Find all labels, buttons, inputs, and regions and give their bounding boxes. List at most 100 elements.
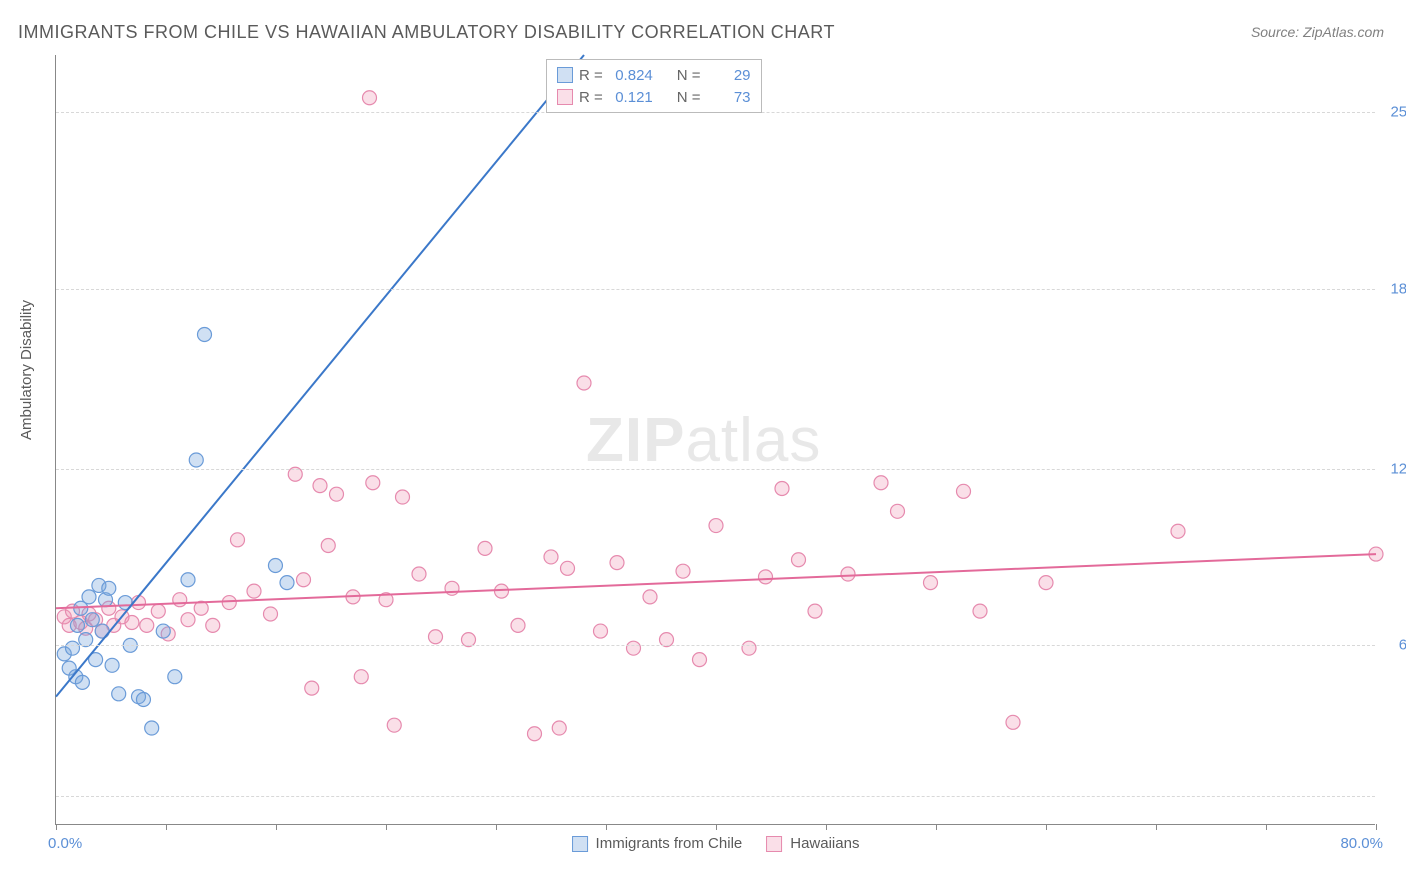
data-point [693,653,707,667]
data-point [775,481,789,495]
x-tick-mark [716,824,717,830]
legend-item-blue: Immigrants from Chile [572,835,743,852]
data-point [363,91,377,105]
data-point [366,476,380,490]
data-point [105,658,119,672]
data-point [280,576,294,590]
data-point [305,681,319,695]
data-point [544,550,558,564]
data-point [173,593,187,607]
data-point [1039,576,1053,590]
x-tick-mark [276,824,277,830]
swatch-pink [557,89,573,105]
data-point [151,604,165,618]
gridline [56,469,1375,470]
data-point [412,567,426,581]
gridline [56,796,1375,797]
swatch-blue [572,836,588,852]
data-point [924,576,938,590]
n-label: N = [677,89,701,106]
source-attribution: Source: ZipAtlas.com [1251,24,1384,40]
data-point [957,484,971,498]
correlation-row-blue: R = 0.824 N = 29 [557,64,751,86]
data-point [742,641,756,655]
chart-title: IMMIGRANTS FROM CHILE VS HAWAIIAN AMBULA… [18,22,835,43]
y-tick-label: 12.5% [1381,460,1406,477]
data-point [792,553,806,567]
data-point [181,573,195,587]
data-point [552,721,566,735]
correlation-legend: R = 0.824 N = 29 R = 0.121 N = 73 [546,59,762,113]
data-point [1171,524,1185,538]
data-point [206,618,220,632]
data-point [145,721,159,735]
r-label: R = [579,89,603,106]
data-point [112,687,126,701]
data-point [297,573,311,587]
r-value-pink: 0.121 [609,89,653,106]
y-axis-label: Ambulatory Disability [18,300,35,440]
x-tick-mark [1046,824,1047,830]
swatch-blue [557,67,573,83]
x-tick-mark [1376,824,1377,830]
data-point [75,675,89,689]
data-point [643,590,657,604]
x-tick-mark [56,824,57,830]
data-point [874,476,888,490]
x-tick-mark [496,824,497,830]
data-point [973,604,987,618]
legend-item-pink: Hawaiians [766,835,859,852]
data-point [891,504,905,518]
x-tick-mark [166,824,167,830]
x-tick-mark [606,824,607,830]
series-legend: Immigrants from Chile Hawaiians [572,835,860,852]
x-axis-min-label: 0.0% [48,835,82,852]
data-point [321,539,335,553]
data-point [759,570,773,584]
data-point [189,453,203,467]
data-point [125,616,139,630]
legend-label-pink: Hawaiians [790,835,859,852]
scatter-svg [56,55,1375,824]
data-point [222,596,236,610]
data-point [247,584,261,598]
n-value-blue: 29 [707,67,751,84]
data-point [387,718,401,732]
correlation-row-pink: R = 0.121 N = 73 [557,86,751,108]
data-point [140,618,154,632]
data-point [70,618,84,632]
data-point [561,561,575,575]
n-label: N = [677,67,701,84]
x-tick-mark [936,824,937,830]
r-value-blue: 0.824 [609,67,653,84]
data-point [627,641,641,655]
data-point [577,376,591,390]
data-point [610,556,624,570]
data-point [396,490,410,504]
chart-plot-area: ZIPatlas 6.3%12.5%18.8%25.0% 0.0% 80.0% … [55,55,1375,825]
x-tick-mark [1156,824,1157,830]
data-point [330,487,344,501]
data-point [511,618,525,632]
data-point [354,670,368,684]
data-point [478,541,492,555]
x-axis-max-label: 80.0% [1340,835,1383,852]
data-point [156,624,170,638]
data-point [841,567,855,581]
data-point [85,613,99,627]
source-label: Source: [1251,24,1299,40]
x-tick-mark [1266,824,1267,830]
gridline [56,645,1375,646]
x-tick-mark [826,824,827,830]
data-point [231,533,245,547]
data-point [429,630,443,644]
data-point [198,327,212,341]
data-point [136,693,150,707]
source-name: ZipAtlas.com [1303,24,1384,40]
data-point [168,670,182,684]
data-point [676,564,690,578]
data-point [313,479,327,493]
y-tick-label: 18.8% [1381,280,1406,297]
data-point [66,641,80,655]
trend-line [56,55,584,697]
